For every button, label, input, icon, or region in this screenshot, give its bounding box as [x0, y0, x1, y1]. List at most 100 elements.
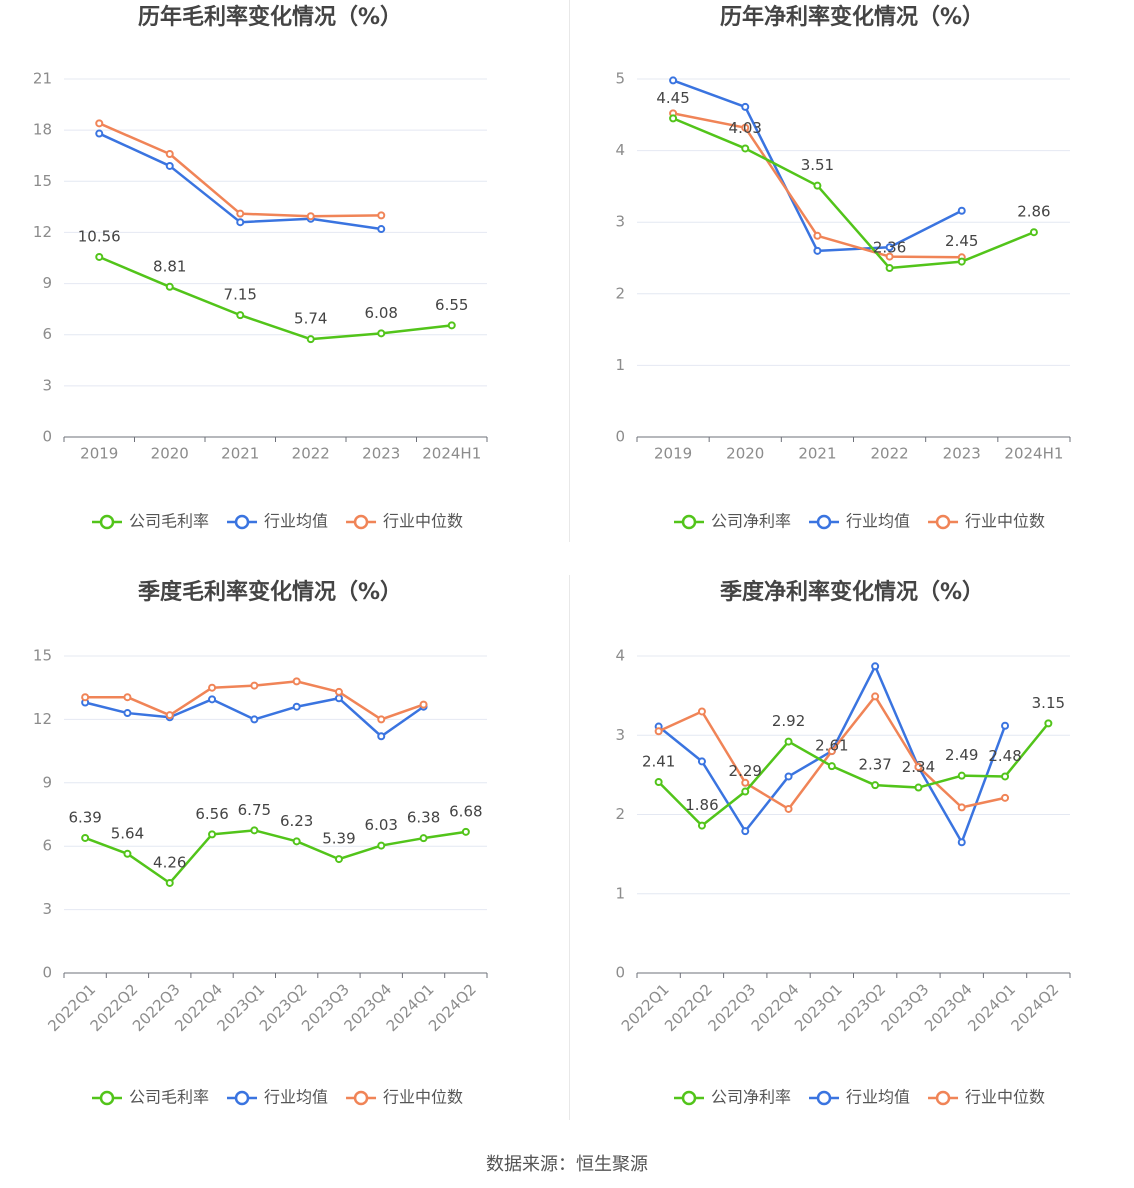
data-point-industry_median [957, 803, 966, 812]
x-tick-label: 2024H1 [422, 445, 481, 463]
data-point-industry_median [914, 762, 923, 771]
legend-item-industry_median[interactable]: 行业中位数 [928, 512, 1045, 531]
data-point-company [81, 833, 90, 842]
data-point-industry_median [377, 715, 386, 724]
legend-marker-icon [99, 1090, 115, 1106]
y-tick-label: 0 [615, 428, 625, 446]
series-line-company [84, 829, 467, 885]
data-label: 2.45 [945, 232, 978, 250]
data-point-company [165, 878, 174, 887]
x-tick-label: 2022 [292, 445, 330, 463]
data-point-industry_avg [697, 757, 706, 766]
legend-item-company[interactable]: 公司毛利率 [92, 512, 209, 531]
data-point-industry_avg [741, 827, 750, 836]
data-point-industry_avg [250, 715, 259, 724]
x-tick-label: 2021 [798, 445, 836, 463]
data-label: 6.23 [280, 812, 313, 830]
data-point-company [784, 737, 793, 746]
legend-item-company[interactable]: 公司净利率 [674, 512, 791, 531]
legend-label: 公司净利率 [711, 512, 791, 531]
data-point-company [123, 849, 132, 858]
y-tick-label: 0 [42, 964, 52, 982]
data-label: 2.34 [902, 758, 935, 776]
legend-label: 行业中位数 [965, 1088, 1045, 1107]
legend-label: 行业均值 [264, 512, 328, 531]
series-line-company [98, 255, 452, 341]
data-point-industry_median [306, 212, 315, 221]
data-point-company [208, 830, 217, 839]
y-tick-label: 2 [615, 805, 625, 823]
data-point-company [236, 311, 245, 320]
data-point-company [447, 321, 456, 330]
legend-marker-icon [935, 514, 951, 530]
legend-item-industry_avg[interactable]: 行业均值 [227, 512, 328, 531]
y-tick-label: 6 [42, 837, 52, 855]
legend-item-industry_median[interactable]: 行业中位数 [346, 1088, 463, 1107]
legend-item-industry_avg[interactable]: 行业均值 [227, 1088, 328, 1107]
data-point-industry_median [1001, 793, 1010, 802]
data-point-industry_avg [669, 76, 678, 85]
x-tick-label: 2023 [362, 445, 400, 463]
data-point-industry_median [250, 681, 259, 690]
x-tick-label: 2024Q2 [425, 980, 480, 1035]
legend-item-industry_avg[interactable]: 行业均值 [809, 512, 910, 531]
data-point-industry_median [95, 119, 104, 128]
legend-marker-icon [681, 514, 697, 530]
chart-panel-4: 季度净利率变化情况（%）012342022Q12022Q22022Q32022Q… [615, 579, 1071, 1107]
data-point-industry_median [654, 727, 663, 736]
legend-item-industry_avg[interactable]: 行业均值 [809, 1088, 910, 1107]
data-point-company [957, 771, 966, 780]
data-point-industry_avg [123, 709, 132, 718]
x-tick-label: 2022 [870, 445, 908, 463]
legend-marker-icon [234, 1090, 250, 1106]
legend-label: 行业中位数 [383, 1088, 463, 1107]
data-point-company [334, 855, 343, 864]
y-tick-label: 9 [42, 773, 52, 791]
y-tick-label: 2 [615, 284, 625, 302]
data-point-industry_median [419, 700, 428, 709]
data-point-industry_median [871, 692, 880, 701]
data-point-company [1044, 719, 1053, 728]
series-line-industry_median [98, 122, 382, 218]
data-point-company [697, 821, 706, 830]
data-point-industry_avg [236, 218, 245, 227]
data-point-company [1029, 228, 1038, 237]
data-label: 2.41 [642, 753, 675, 771]
data-label: 5.74 [294, 310, 327, 328]
chart-title: 季度毛利率变化情况（%） [138, 579, 402, 605]
chart-panel-3: 季度毛利率变化情况（%）036912152022Q12022Q22022Q320… [33, 579, 488, 1107]
x-tick-label: 2020 [151, 445, 189, 463]
data-label: 2.86 [1017, 203, 1050, 221]
data-label: 6.56 [195, 805, 228, 823]
chart-title: 历年毛利率变化情况（%） [138, 4, 402, 30]
data-point-industry_median [236, 209, 245, 218]
data-point-industry_avg [377, 225, 386, 234]
data-label: 6.68 [449, 802, 482, 820]
y-tick-label: 3 [42, 900, 52, 918]
data-point-industry_median [208, 683, 217, 692]
data-label: 2.49 [945, 746, 978, 764]
data-point-company [306, 335, 315, 344]
data-label: 6.08 [365, 304, 398, 322]
data-point-industry_avg [208, 695, 217, 704]
data-point-company [914, 783, 923, 792]
legend-item-industry_median[interactable]: 行业中位数 [928, 1088, 1045, 1107]
legend-item-industry_median[interactable]: 行业中位数 [346, 512, 463, 531]
data-point-industry_median [165, 150, 174, 159]
series-line-company [657, 722, 1050, 827]
data-point-company [885, 264, 894, 273]
data-label: 2.61 [815, 737, 848, 755]
data-point-company [871, 781, 880, 790]
data-point-industry_median [123, 693, 132, 702]
legend-item-company[interactable]: 公司毛利率 [92, 1088, 209, 1107]
legend-item-company[interactable]: 公司净利率 [674, 1088, 791, 1107]
data-label: 1.86 [685, 796, 718, 814]
chart-title: 历年净利率变化情况（%） [720, 4, 984, 30]
x-tick-label: 2023 [943, 445, 981, 463]
data-point-industry_median [784, 804, 793, 813]
data-label: 2.92 [772, 712, 805, 730]
data-point-company [813, 181, 822, 190]
data-point-industry_median [827, 747, 836, 756]
data-point-industry_median [813, 231, 822, 240]
x-tick-label: 2020 [726, 445, 764, 463]
